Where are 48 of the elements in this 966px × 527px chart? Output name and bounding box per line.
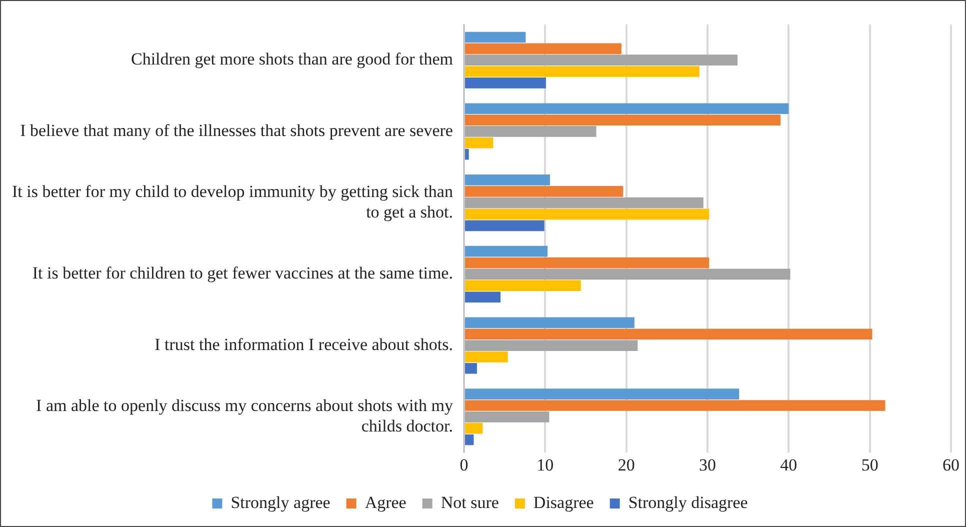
x-tick-label: 60 <box>942 455 960 474</box>
bar <box>464 362 477 374</box>
bar <box>464 208 710 220</box>
bar <box>464 186 624 197</box>
bar <box>464 292 501 302</box>
bar <box>464 197 704 208</box>
bar <box>464 220 544 232</box>
y-tick-label: Children get more shots than are good for them <box>130 50 453 69</box>
bar <box>464 54 738 66</box>
x-tick-label: 0 <box>460 455 468 474</box>
bar <box>464 268 790 280</box>
x-tick-label: 50 <box>861 455 878 474</box>
bar <box>464 137 494 148</box>
bar <box>464 280 581 292</box>
x-tick-label: 20 <box>618 455 635 474</box>
bar <box>464 77 546 88</box>
bar <box>464 388 740 400</box>
y-tick-label: It is better for children to get fewer vaccines at the same time. <box>32 264 453 283</box>
bar <box>464 317 634 328</box>
y-tick-label: I am able to openly discuss my concerns about shots with my childs doctor. <box>36 396 454 436</box>
legend-label: Strongly disagree <box>628 492 748 512</box>
bar <box>464 126 596 137</box>
bar <box>464 434 474 446</box>
bar <box>464 340 638 351</box>
bar <box>464 328 872 340</box>
bar <box>464 103 789 114</box>
bar <box>464 422 483 434</box>
bar <box>464 257 710 268</box>
y-tick-label: I believe that many of the illnesses that shots prevent are severe <box>20 120 453 140</box>
x-tick-label: 30 <box>698 455 716 474</box>
legend-label: Not sure <box>440 492 499 512</box>
x-tick-label: 40 <box>780 455 798 474</box>
legend-label: Disagree <box>533 492 594 512</box>
bar <box>464 114 781 126</box>
bar <box>464 246 548 257</box>
bar <box>464 148 469 160</box>
bar <box>464 352 508 362</box>
bar <box>464 32 526 43</box>
bar <box>464 43 622 54</box>
y-tick-label: It is better for my child to develop immunity by getting sick than to get a shot. <box>12 182 454 222</box>
y-tick-label: I trust the information I receive about shots. <box>154 335 453 354</box>
legend-label: Strongly agree <box>230 492 330 512</box>
bar <box>464 411 550 422</box>
bar <box>464 174 550 186</box>
bar <box>464 400 886 411</box>
legend-label: Agree <box>364 492 406 512</box>
bar <box>464 66 700 77</box>
x-tick-label: 10 <box>536 455 554 474</box>
